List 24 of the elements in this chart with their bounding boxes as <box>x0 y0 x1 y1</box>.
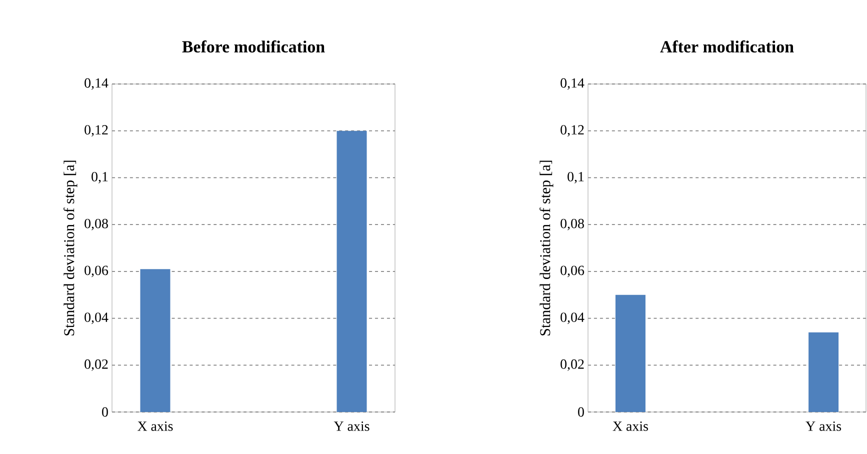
y-tick-label: 0,06 <box>560 266 584 278</box>
chart-title: After modification <box>660 40 794 53</box>
y-tick-label: 0,1 <box>92 172 108 184</box>
x-tick-label: X axis <box>138 422 173 431</box>
y-tick-label: 0,1 <box>568 172 584 184</box>
y-axis-title: Standard deviation of step [a] <box>540 160 554 336</box>
y-tick-label: 0,08 <box>560 218 584 230</box>
y-tick-label: 0,12 <box>84 125 108 137</box>
x-tick-label: Y axis <box>806 422 842 431</box>
y-tick-label: 0 <box>102 407 108 417</box>
y-tick-label: 0,12 <box>560 125 584 137</box>
y-tick-label: 0,02 <box>84 359 108 371</box>
y-tick-label: 0,14 <box>560 78 584 90</box>
y-tick-label: 0,14 <box>84 78 108 90</box>
x-tick-label: X axis <box>612 422 648 431</box>
y-tick-label: 0,02 <box>560 359 584 371</box>
y-axis-title: Standard deviation of step [a] <box>64 160 78 336</box>
y-tick-label: 0,04 <box>560 312 584 324</box>
x-tick-label: Y axis <box>334 422 370 431</box>
y-tick-label: 0,04 <box>84 312 108 324</box>
y-tick-label: 0,08 <box>84 218 108 230</box>
y-tick-label: 0,06 <box>84 266 108 278</box>
chart-title: Before modification <box>182 40 325 53</box>
y-tick-label: 0 <box>578 407 584 417</box>
